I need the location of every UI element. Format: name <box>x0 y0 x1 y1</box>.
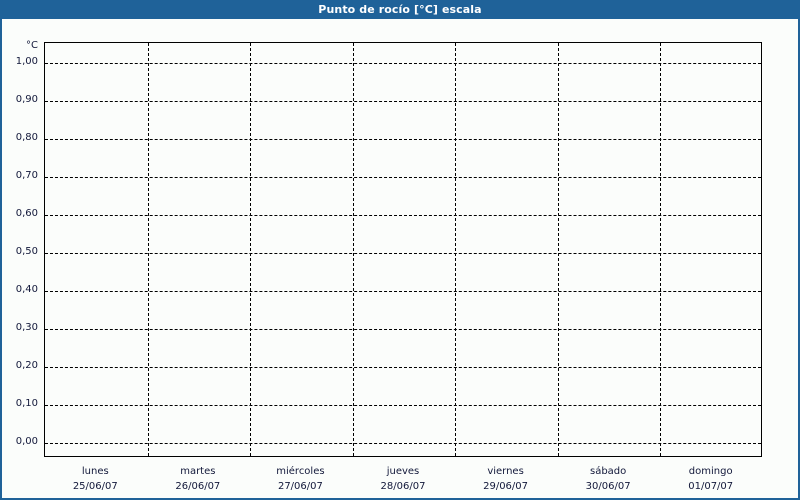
y-axis-tick-label: 0,60 <box>15 208 38 219</box>
x-axis-tick-label: domingo 01/07/07 <box>659 464 762 494</box>
gridline-vertical <box>558 43 559 456</box>
y-axis-unit-label: °C <box>26 40 38 51</box>
y-axis-tick-label: 0,30 <box>15 322 38 333</box>
plot-area <box>44 42 762 457</box>
x-axis-tick-day: domingo <box>688 466 733 477</box>
x-axis-tick-label: martes 26/06/07 <box>147 464 250 494</box>
x-axis-tick-day: lunes <box>81 466 109 477</box>
x-axis-tick-label: miércoles 27/06/07 <box>249 464 352 494</box>
x-axis-tick-label: lunes 25/06/07 <box>44 464 147 494</box>
gridline-vertical <box>353 43 354 456</box>
gridline-horizontal <box>45 329 761 330</box>
x-axis-tick-date: 01/07/07 <box>688 481 734 492</box>
x-axis-tick-label: viernes 29/06/07 <box>454 464 557 494</box>
window-titlebar: Punto de rocío [°C] escala <box>0 0 800 19</box>
gridline-horizontal <box>45 405 761 406</box>
gridline-horizontal <box>45 367 761 368</box>
gridline-horizontal <box>45 291 761 292</box>
y-axis-tick-label: 0,90 <box>15 94 38 105</box>
gridline-vertical <box>250 43 251 456</box>
x-axis-tick-label: sábado 30/06/07 <box>557 464 660 494</box>
data-series-layer <box>45 43 762 457</box>
x-axis-tick-date: 26/06/07 <box>175 481 221 492</box>
x-axis-tick-date: 25/06/07 <box>72 481 118 492</box>
x-axis-tick-date: 30/06/07 <box>585 481 631 492</box>
gridline-horizontal <box>45 177 761 178</box>
x-axis-tick-date: 27/06/07 <box>277 481 323 492</box>
gridline-vertical <box>455 43 456 456</box>
x-axis-tick-day: sábado <box>589 466 627 477</box>
x-axis-tick-date: 28/06/07 <box>380 481 426 492</box>
x-axis-tick-day: miércoles <box>276 466 325 477</box>
y-axis-tick-label: 0,70 <box>15 170 38 181</box>
window-title: Punto de rocío [°C] escala <box>318 3 482 16</box>
gridline-horizontal <box>45 101 761 102</box>
gridline-vertical <box>660 43 661 456</box>
y-axis-tick-label: 0,40 <box>15 284 38 295</box>
chart-panel: °C 1,00 0,90 0,80 0,70 0,60 0,50 0,40 0,30 0,20 0… <box>0 19 800 500</box>
gridline-horizontal <box>45 139 761 140</box>
gridline-horizontal <box>45 443 761 444</box>
y-axis-tick-label: 1,00 <box>15 56 38 67</box>
gridline-horizontal <box>45 253 761 254</box>
gridline-horizontal <box>45 63 761 64</box>
x-axis-tick-day: jueves <box>386 466 420 477</box>
y-axis-tick-label: 0,00 <box>15 436 38 447</box>
y-axis-tick-label: 0,10 <box>15 398 38 409</box>
gridline-horizontal <box>45 215 761 216</box>
y-axis-tick-label: 0,80 <box>15 132 38 143</box>
x-axis-tick-date: 29/06/07 <box>483 481 529 492</box>
x-axis-tick-day: viernes <box>487 466 524 477</box>
x-axis-tick-label: jueves 28/06/07 <box>352 464 455 494</box>
y-axis-tick-label: 0,20 <box>15 360 38 371</box>
x-axis-tick-day: martes <box>180 466 216 477</box>
y-axis-tick-label: 0,50 <box>15 246 38 257</box>
gridline-vertical <box>148 43 149 456</box>
